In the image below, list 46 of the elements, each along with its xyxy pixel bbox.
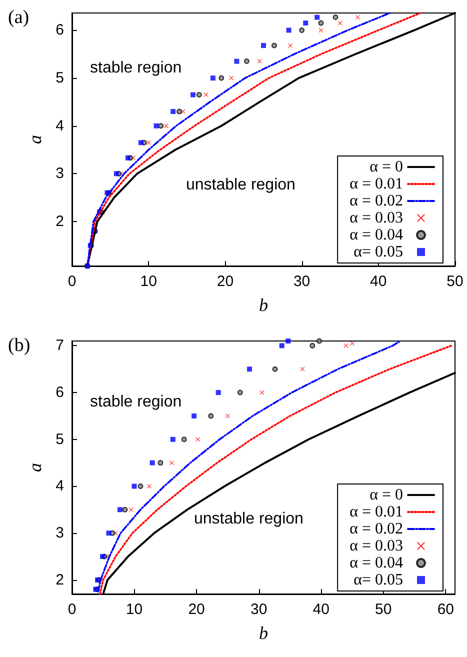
legend-label: α = 0.03 <box>350 210 403 226</box>
x-tick-label: 50 <box>446 273 464 290</box>
x-tick-label: 60 <box>437 601 454 618</box>
legend-label: α = 0.01 <box>350 176 403 192</box>
legend-label: α = 0.03 <box>350 538 403 554</box>
x-tick-label: 0 <box>68 273 76 290</box>
x-tick-label: 20 <box>216 273 234 290</box>
y-tick-label: 4 <box>56 478 64 495</box>
legend-label: α = 0.04 <box>350 226 403 244</box>
x-tick-label: 50 <box>375 601 392 618</box>
y-tick-label: 6 <box>56 22 64 39</box>
y-tick-label: 7 <box>56 337 64 354</box>
y-tick-label: 6 <box>56 384 64 402</box>
annotation: stable region <box>90 394 182 410</box>
x-tick-label: 20 <box>188 601 205 618</box>
legend-label: α = 0 <box>370 486 403 504</box>
annotation: unstable region <box>186 176 296 194</box>
y-tick-label: 4 <box>56 117 64 134</box>
legend-label: α = 0.02 <box>350 520 403 538</box>
x-tick-label: 30 <box>250 601 268 618</box>
y-tick-label: 3 <box>56 524 64 542</box>
legend-label: α = 0.04 <box>350 554 403 572</box>
y-tick-label: 5 <box>56 430 64 448</box>
x-tick-label: 0 <box>68 601 76 618</box>
x-tick-label: 10 <box>140 273 157 290</box>
legend-label: α= 0.05 <box>354 244 403 260</box>
x-tick-label: 40 <box>312 601 330 618</box>
x-axis-title: b <box>259 623 268 643</box>
x-tick-label: 10 <box>126 601 143 618</box>
legend-label: α= 0.05 <box>354 572 403 588</box>
x-tick-label: 30 <box>293 273 310 290</box>
annotation: stable region <box>90 60 182 76</box>
x-axis-title: b <box>259 295 268 315</box>
y-tick-label: 5 <box>56 70 64 87</box>
legend-label: α = 0 <box>370 158 403 176</box>
y-tick-label: 3 <box>56 165 64 182</box>
y-axis-title: a <box>25 135 45 144</box>
annotation: unstable region <box>194 510 304 528</box>
y-tick-label: 2 <box>56 571 64 588</box>
chart-title: (a) <box>8 7 30 28</box>
chart-title: (b) <box>8 335 30 356</box>
y-tick-label: 2 <box>56 213 64 230</box>
y-axis-title: a <box>25 463 45 472</box>
x-tick-label: 40 <box>370 273 387 290</box>
legend-label: α = 0.01 <box>350 504 403 520</box>
legend-label: α = 0.02 <box>350 192 403 210</box>
